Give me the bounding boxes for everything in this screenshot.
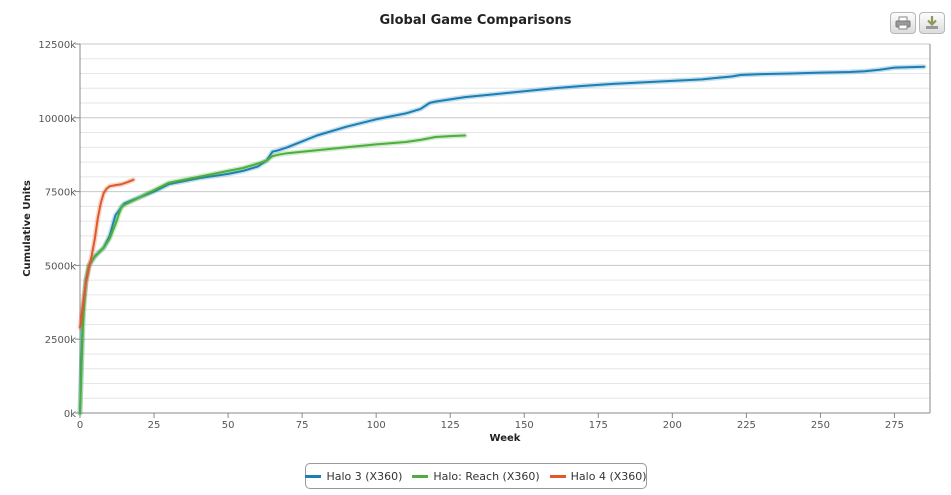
legend-item-halo-reach[interactable]: Halo: Reach (X360) [412, 469, 540, 483]
x-tick-label: 225 [737, 420, 756, 431]
series-line-2[interactable] [79, 178, 135, 329]
export-button[interactable] [919, 12, 945, 34]
series-line-1[interactable] [79, 134, 466, 414]
x-tick-label: 200 [663, 420, 682, 431]
print-button[interactable] [890, 12, 916, 34]
y-tick-label: 12500k [38, 40, 76, 51]
x-axis-ticks: 0 25 50 75 100 125 150 175 200 225 250 275 [77, 413, 904, 431]
y-axis-ticks: 0k 2500k 5000k 7500k 10000k 12500k [38, 40, 80, 420]
legend-swatch-halo-reach [412, 474, 429, 478]
legend-label-halo-3: Halo 3 (X360) [326, 469, 403, 483]
y-tick-label: 2500k [45, 335, 76, 346]
y-tick-label: 10000k [38, 114, 76, 125]
x-tick-label: 250 [811, 420, 830, 431]
axes [79, 44, 931, 414]
legend-swatch-halo-3 [305, 474, 322, 478]
x-tick-label: 75 [296, 420, 309, 431]
x-tick-label: 150 [515, 420, 534, 431]
x-tick-label: 125 [441, 420, 460, 431]
print-icon [895, 16, 911, 30]
legend-label-halo-4: Halo 4 (X360) [570, 469, 647, 483]
x-tick-label: 175 [589, 420, 608, 431]
series-line-0[interactable] [79, 65, 926, 414]
y-tick-label: 7500k [45, 188, 76, 199]
x-tick-label: 100 [367, 420, 386, 431]
x-tick-label: 0 [77, 420, 83, 431]
chart-toolbar [890, 12, 945, 34]
x-tick-label: 50 [222, 420, 235, 431]
x-axis-label: Week [490, 433, 521, 444]
legend-swatch-halo-4 [549, 474, 566, 478]
x-tick-label: 25 [148, 420, 161, 431]
legend-item-halo-3[interactable]: Halo 3 (X360) [305, 470, 402, 483]
chart-title: Global Game Comparisons [379, 13, 572, 28]
y-tick-label: 5000k [45, 261, 76, 272]
grid-lines [80, 43, 930, 414]
y-axis-label: Cumulative Units [22, 180, 33, 277]
chart-legend: Halo 3 (X360) Halo: Reach (X360) Halo 4 … [305, 463, 647, 489]
legend-item-halo-4[interactable]: Halo 4 (X360) [549, 469, 647, 483]
x-tick-label: 275 [885, 420, 904, 431]
series-glow-0 [77, 64, 927, 416]
legend-label-halo-reach: Halo: Reach (X360) [433, 469, 540, 483]
chart-svg: 0 25 50 75 100 125 150 175 200 225 250 275 0k 2500k 5… [22, 40, 931, 444]
series-lines [77, 64, 927, 416]
y-tick-label: 0k [64, 409, 76, 420]
download-icon [926, 16, 938, 29]
